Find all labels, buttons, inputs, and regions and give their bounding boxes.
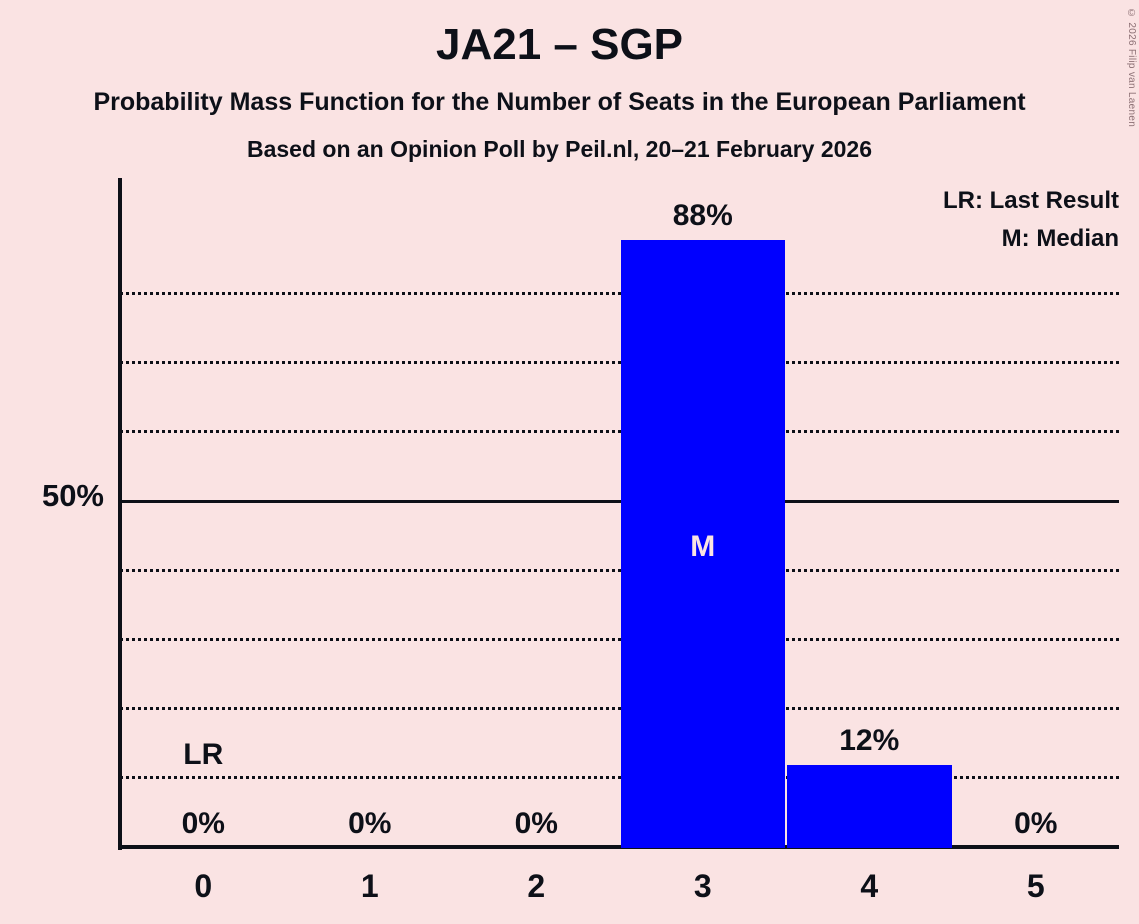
chart-source-note: Based on an Opinion Poll by Peil.nl, 20–… — [246, 136, 873, 162]
bar-4[interactable] — [787, 765, 952, 848]
chart-subtitle: Probability Mass Function for the Number… — [93, 88, 1026, 116]
x-axis-tick-1: 1 — [360, 868, 379, 904]
bar-value-label-0: 0% — [181, 807, 225, 840]
y-axis-tick-label-50: 50% — [41, 478, 104, 513]
bar-value-label-2: 0% — [514, 807, 558, 840]
x-axis-tick-2: 2 — [527, 868, 546, 904]
gridline-60 — [120, 430, 1119, 434]
gridline-80 — [120, 292, 1119, 296]
last-result-marker: LR — [183, 737, 224, 771]
bar-value-label-1: 0% — [348, 807, 392, 840]
bar-column-4[interactable]: 12% — [786, 157, 953, 848]
bar-3[interactable] — [620, 239, 785, 848]
bar-value-label-5: 0% — [1014, 807, 1058, 840]
plot-area: 0% LR 0% 0% 88% M 12% 0% — [120, 157, 1119, 848]
bar-value-label-3: 88% — [672, 198, 733, 232]
legend-item-last-result: LR: Last Result — [942, 187, 1119, 214]
median-marker: M — [690, 529, 716, 563]
gridline-40 — [120, 568, 1119, 572]
y-axis-line — [118, 178, 122, 850]
bar-column-5[interactable]: 0% — [953, 157, 1120, 848]
x-axis-tick-4: 4 — [860, 868, 879, 904]
bar-column-1[interactable]: 0% — [287, 157, 454, 848]
legend-item-median: M: Median — [1001, 225, 1119, 252]
gridline-70 — [120, 361, 1119, 365]
bar-value-label-4: 12% — [839, 724, 900, 758]
gridline-50 — [120, 499, 1119, 503]
copyright-notice: © 2026 Filip van Laenen — [1126, 8, 1137, 128]
bar-column-0[interactable]: 0% LR — [120, 157, 287, 848]
x-axis-tick-5: 5 — [1026, 868, 1045, 904]
x-axis-line — [118, 845, 1119, 849]
x-axis-tick-0: 0 — [194, 868, 213, 904]
bar-column-3[interactable]: 88% M — [620, 157, 787, 848]
x-axis-tick-3: 3 — [693, 868, 712, 904]
gridline-30 — [120, 637, 1119, 641]
gridline-10 — [120, 775, 1119, 779]
bar-column-2[interactable]: 0% — [453, 157, 620, 848]
chart-title: JA21 – SGP — [435, 20, 684, 69]
chart-legend: LR: Last Result M: Median — [943, 182, 1119, 258]
gridline-20 — [120, 706, 1119, 710]
